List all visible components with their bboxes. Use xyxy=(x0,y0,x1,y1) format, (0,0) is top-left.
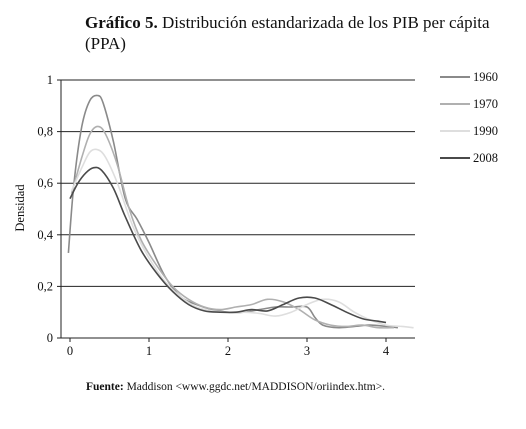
legend: 1960 1970 1990 2008 xyxy=(440,70,498,165)
legend-label-1990: 1990 xyxy=(473,124,498,138)
y-tick-label-5: 1 xyxy=(47,73,53,87)
y-tick-label-2: 0,4 xyxy=(37,228,53,242)
source-label: Fuente: xyxy=(86,381,124,393)
series-lines xyxy=(67,94,414,329)
source-note: Fuente: Maddison <www.ggdc.net/MADDISON/… xyxy=(86,381,385,393)
legend-label-1970: 1970 xyxy=(473,97,498,111)
grid-lines xyxy=(61,79,415,287)
y-tick-labels: 0 0,2 0,4 0,6 0,8 1 xyxy=(37,73,53,345)
series-line-1990 xyxy=(70,148,414,329)
series-line-1960 xyxy=(67,94,398,329)
legend-label-2008: 2008 xyxy=(473,151,498,165)
chart-title: Gráfico 5. Distribución estandarizada de… xyxy=(85,12,517,54)
y-tick-label-4: 0,8 xyxy=(37,125,53,139)
axes xyxy=(57,79,415,342)
x-tick-label-1: 1 xyxy=(146,344,152,358)
x-tick-label-4: 4 xyxy=(383,344,390,358)
y-axis-label: Densidad xyxy=(13,184,27,232)
x-tick-label-3: 3 xyxy=(304,344,310,358)
x-tick-label-2: 2 xyxy=(225,344,231,358)
series-line-2008 xyxy=(69,166,387,324)
legend-label-1960: 1960 xyxy=(473,70,498,84)
x-tick-labels: 0 1 2 3 4 xyxy=(67,344,390,358)
chart-title-prefix: Gráfico 5. xyxy=(85,13,158,32)
y-tick-label-0: 0 xyxy=(47,331,53,345)
y-tick-label-3: 0,6 xyxy=(37,176,53,190)
source-text: Maddison <www.ggdc.net/MADDISON/oriindex… xyxy=(126,381,386,393)
series-line-1970 xyxy=(70,125,394,329)
chart-title-text: Distribución estandarizada de los PIB pe… xyxy=(85,13,490,53)
x-tick-label-0: 0 xyxy=(67,344,73,358)
y-tick-label-1: 0,2 xyxy=(37,279,53,293)
